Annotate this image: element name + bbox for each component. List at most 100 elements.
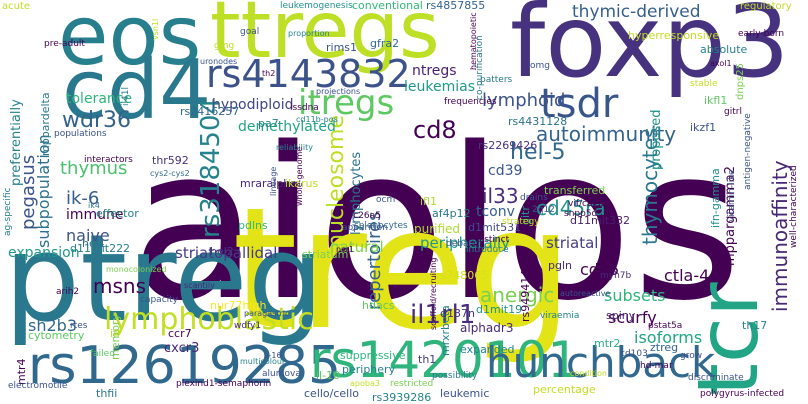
word: lymphoblastic xyxy=(104,302,314,337)
word: scantily xyxy=(184,281,215,290)
word: leukemias xyxy=(404,79,475,95)
word: striatopallidal xyxy=(175,244,278,262)
word: snpp5d xyxy=(564,209,598,219)
word: ptreg xyxy=(4,210,324,349)
word: autoimmunity xyxy=(536,122,677,146)
word: myh7b xyxy=(600,271,632,281)
word: discriminate xyxy=(688,373,744,383)
word: pdlns xyxy=(238,219,268,232)
word: vif/cbfss xyxy=(568,199,606,209)
word: cd4 xyxy=(62,43,212,138)
word: cd45ra xyxy=(536,196,606,220)
word: af4p12 xyxy=(432,207,471,220)
word: grow xyxy=(680,351,703,361)
word: interactors xyxy=(84,155,133,165)
word: hel1 xyxy=(82,237,106,250)
word: ifn-gamma xyxy=(709,168,722,228)
word: ikfl1 xyxy=(704,94,728,107)
word: tsdr xyxy=(540,81,619,127)
word: rs4857855 xyxy=(426,0,486,12)
word: hel-5 xyxy=(510,140,566,165)
word: rs4431128 xyxy=(508,115,568,128)
word: aiolos xyxy=(130,102,742,347)
word: ctla-4 xyxy=(664,266,710,285)
word: ikzf1 xyxy=(690,121,717,134)
word: cd103 xyxy=(620,349,648,359)
word: sh2b3 xyxy=(28,316,77,335)
word: thymic-derived xyxy=(572,2,701,22)
word: apoba3 xyxy=(350,379,380,388)
word: preferentially xyxy=(9,99,24,186)
word: debate xyxy=(446,239,478,249)
word: cytometry xyxy=(28,329,85,342)
word: th17 xyxy=(742,319,768,332)
word: 2q12 xyxy=(532,205,555,215)
word: naive xyxy=(66,226,110,245)
word: rims1 xyxy=(326,41,358,54)
word: tolerance xyxy=(66,91,133,107)
word: demethylated xyxy=(238,119,336,135)
word: ccr7 xyxy=(168,327,192,340)
word: proposed xyxy=(649,109,664,171)
word: hyperresponsive xyxy=(628,29,720,42)
word: th2 xyxy=(262,69,276,78)
word: cd25 xyxy=(580,260,620,279)
word: transferred xyxy=(544,184,606,197)
word: rtes xyxy=(70,321,88,331)
word: leukemic xyxy=(440,387,490,400)
word: well-characterized xyxy=(789,165,799,248)
word: polygyrus-infected xyxy=(700,389,785,399)
word: splenocytes xyxy=(354,221,408,231)
word: axol1 xyxy=(710,59,732,68)
word: d1mit531 xyxy=(468,221,522,234)
word: treg xyxy=(232,171,574,367)
word: possibility xyxy=(432,371,478,381)
word: apparition xyxy=(342,223,388,233)
word: gfra2 xyxy=(370,37,400,50)
word: rs2416257 xyxy=(180,105,240,118)
word: thfii xyxy=(96,387,118,400)
word: th1 xyxy=(418,353,437,366)
word: peripherally xyxy=(420,234,510,252)
word: multicolour xyxy=(240,357,286,366)
word: effector xyxy=(96,207,139,220)
word: lssdna xyxy=(290,103,319,113)
word: natural xyxy=(330,238,384,256)
word: dnps25 xyxy=(735,63,746,100)
word: mraralpha xyxy=(240,177,297,190)
word: hematopoietic xyxy=(469,12,478,70)
word: suppressive xyxy=(340,349,406,362)
word: d11mit222 xyxy=(70,242,131,255)
word: purified xyxy=(414,222,461,236)
word: expanded xyxy=(460,343,515,356)
word: gitrl xyxy=(724,107,742,117)
word: regulatory xyxy=(740,1,792,12)
word: ifl1 xyxy=(420,195,437,208)
word: ocm xyxy=(376,195,396,205)
word: cxcr3 xyxy=(164,341,200,356)
word: ifl xyxy=(110,327,120,340)
word: msns xyxy=(93,274,146,298)
word: subsets xyxy=(604,286,666,305)
word: vitamin-like xyxy=(727,169,737,222)
word: alumova xyxy=(262,369,301,379)
word: whole-genome xyxy=(295,146,304,206)
word: isoforms xyxy=(634,328,703,347)
word: d11mit332 xyxy=(570,214,631,227)
word: failed xyxy=(90,349,115,359)
word: alphadr3 xyxy=(460,321,514,335)
word: pgln xyxy=(548,259,572,272)
word: il1rl1 xyxy=(410,300,476,330)
word: paragastric xyxy=(244,309,290,318)
word: d1mit19 xyxy=(476,303,523,316)
word: arih2 xyxy=(56,287,80,297)
word: proportion xyxy=(288,29,330,38)
word: rs3184504 xyxy=(196,97,226,238)
word: capacity xyxy=(140,295,178,305)
word: populations xyxy=(54,129,107,139)
word: d137n xyxy=(440,307,475,320)
word: strategy xyxy=(502,217,540,227)
word: hunchback xyxy=(486,338,716,387)
word: drains xyxy=(520,193,548,203)
